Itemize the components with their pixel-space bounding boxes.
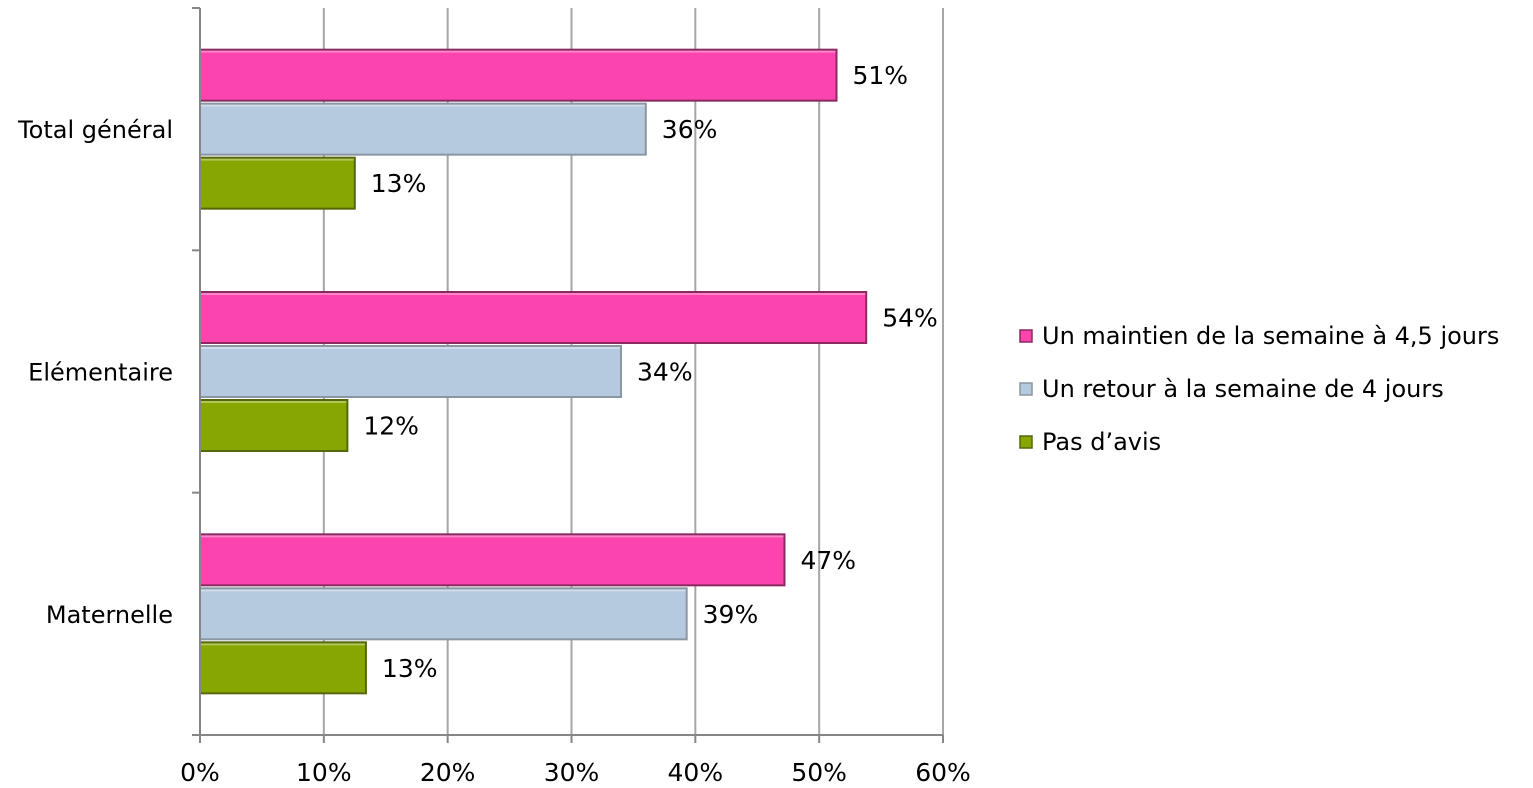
- data-label-maternelle-pas-d-avis: 13%: [382, 654, 438, 683]
- legend: Un maintien de la semaine à 4,5 jours Un …: [1019, 322, 1499, 456]
- legend-label-un-retour-a-la-semaine-de-4-jours: Un retour à la semaine de 4 jours: [1042, 375, 1444, 403]
- data-label-maternelle-un-maintien-de-la-semaine-a-4-5-jours: 47%: [800, 546, 856, 575]
- bar-maternelle-un-maintien-de-la-semaine-a-4-5-jours: [199, 533, 786, 587]
- bar-total-general-un-maintien-de-la-semaine-a-4-5-jours: [199, 48, 838, 102]
- x-tick-label-50: 50%: [791, 758, 847, 784]
- bar-total-general-un-retour-a-la-semaine-de-4-jours: [199, 102, 647, 156]
- data-label-maternelle-un-retour-a-la-semaine-de-4-jours: 39%: [703, 600, 759, 629]
- data-label-total-general-un-retour-a-la-semaine-de-4-jours: 36%: [662, 115, 718, 144]
- bar-maternelle-pas-d-avis: [199, 641, 367, 695]
- legend-swatch-un-maintien-de-la-semaine-a-4-5-jours: [1019, 329, 1033, 343]
- legend-label-pas-d-avis: Pas d’avis: [1042, 428, 1161, 456]
- bar-elementaire-un-maintien-de-la-semaine-a-4-5-jours: [199, 291, 868, 344]
- category-label-total-general: Total général: [17, 116, 173, 144]
- legend-swatch-un-retour-a-la-semaine-de-4-jours: [1019, 382, 1033, 396]
- x-tick-label-0: 0%: [180, 758, 220, 784]
- x-tick-label-30: 30%: [544, 758, 600, 784]
- data-label-elementaire-un-maintien-de-la-semaine-a-4-5-jours: 54%: [882, 304, 938, 333]
- data-label-total-general-un-maintien-de-la-semaine-a-4-5-jours: 51%: [853, 61, 909, 90]
- data-label-elementaire-un-retour-a-la-semaine-de-4-jours: 34%: [637, 358, 693, 387]
- x-tick-label-40: 40%: [668, 758, 724, 784]
- axes: Total général Elémentaire Maternelle 0% 10% 2…: [17, 7, 971, 787]
- bar-elementaire-pas-d-avis: [199, 399, 349, 452]
- x-tick-label-20: 20%: [420, 758, 476, 784]
- data-label-total-general-pas-d-avis: 13%: [371, 169, 427, 198]
- bars: [199, 48, 868, 695]
- legend-swatch-pas-d-avis: [1019, 435, 1033, 449]
- x-tick-label-10: 10%: [296, 758, 352, 784]
- x-tick-label-60: 60%: [915, 758, 971, 784]
- category-label-elementaire: Elémentaire: [28, 359, 173, 387]
- bar-elementaire-un-retour-a-la-semaine-de-4-jours: [199, 345, 623, 398]
- bar-total-general-pas-d-avis: [199, 156, 356, 210]
- data-label-elementaire-pas-d-avis: 12%: [363, 412, 419, 441]
- legend-label-un-maintien-de-la-semaine-a-4-5-jours: Un maintien de la semaine à 4,5 jours: [1042, 322, 1499, 350]
- data-labels: 51% 36% 13% 54% 34% 12% 47% 39% 13%: [363, 61, 937, 683]
- category-label-maternelle: Maternelle: [46, 601, 173, 629]
- bar-maternelle-un-retour-a-la-semaine-de-4-jours: [199, 587, 688, 641]
